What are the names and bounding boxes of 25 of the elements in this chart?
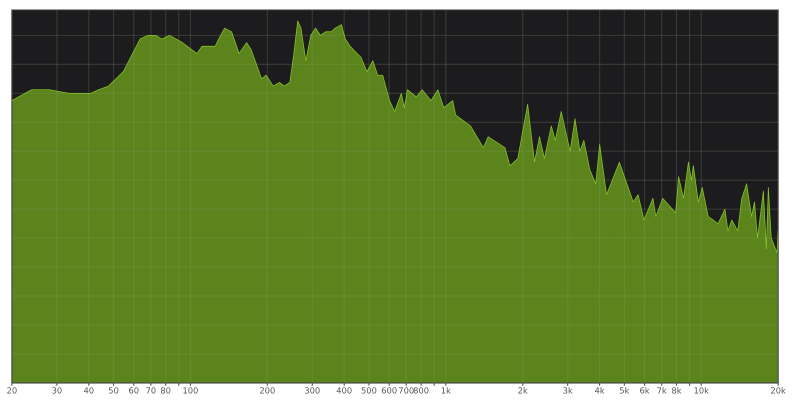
x-tick-label: 10k [694, 387, 709, 394]
x-tick-label: 600 [382, 387, 397, 394]
x-tick-label: 1k [442, 387, 451, 394]
x-tick-label: 700 [399, 387, 414, 394]
x-tick-label: 300 [304, 387, 320, 394]
x-tick-label: 2k [518, 387, 528, 394]
x-tick-label: 5k [620, 387, 630, 394]
x-tick-label: 3k [563, 387, 573, 394]
x-tick-label: 20 [7, 387, 17, 394]
x-tick-label: 7k [657, 387, 667, 394]
x-tick-label: 500 [362, 387, 376, 394]
x-tick-label: 80 [160, 387, 170, 394]
x-tick-label: 60 [129, 387, 139, 394]
x-tick-label: 200 [260, 387, 275, 394]
x-tick-label: 50 [108, 387, 118, 394]
x-tick-label: 70 [146, 387, 156, 394]
x-tick-label: 100 [183, 387, 198, 394]
x-tick-label: 800 [414, 387, 428, 394]
x-tick-label: 8k [672, 387, 682, 394]
x-tick-label: 400 [336, 387, 352, 394]
x-tick-label: 40 [84, 387, 94, 394]
x-tick-label: 6k [640, 387, 650, 394]
x-tick-label: 4k [594, 387, 605, 394]
x-tick-label: 30 [52, 387, 62, 394]
x-tick-label: 20k [771, 387, 786, 394]
